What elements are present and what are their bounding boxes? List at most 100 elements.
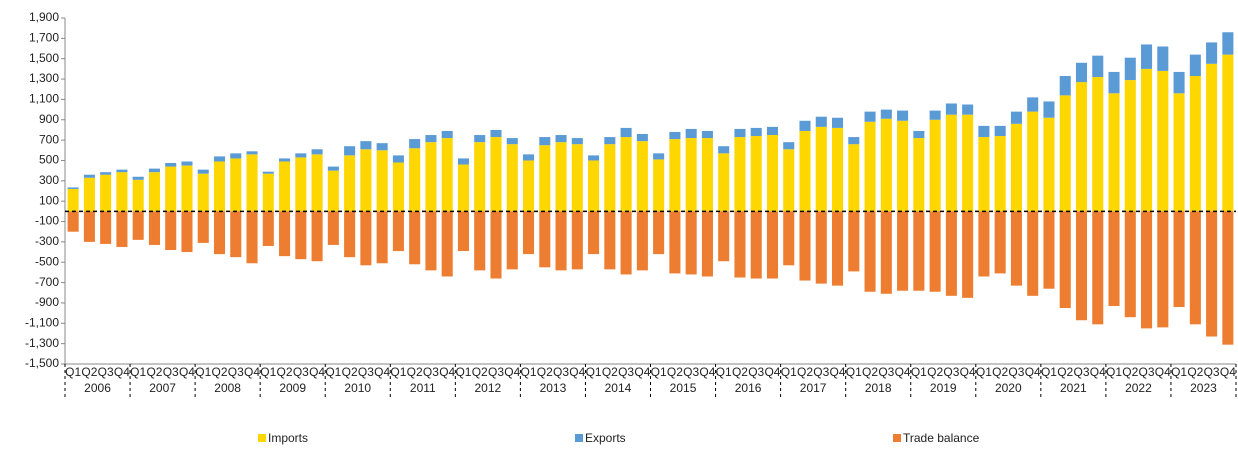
bar [327, 166, 339, 171]
bar [506, 144, 518, 212]
x-tick-label: Q4 [309, 365, 325, 379]
bar [718, 211, 730, 262]
x-tick-label: Q3 [553, 365, 569, 379]
x-tick-label: Q1 [781, 365, 797, 379]
x-tick-label: Q4 [1155, 365, 1171, 379]
x-tick-label: Q1 [521, 365, 537, 379]
bar [100, 174, 112, 212]
bar [490, 137, 502, 212]
bar [441, 138, 453, 212]
bar [994, 136, 1006, 212]
bar [246, 151, 258, 155]
bar [929, 119, 941, 212]
bar [1043, 211, 1055, 289]
y-tick-label: -1,300 [25, 336, 59, 350]
bar [1206, 42, 1218, 64]
bar [734, 137, 746, 212]
x-tick-label: Q2 [862, 365, 878, 379]
bar [1141, 44, 1153, 69]
bar [197, 211, 209, 243]
bar [230, 211, 242, 258]
year-label: 2014 [605, 381, 632, 395]
bar [1059, 95, 1071, 212]
bar [571, 211, 583, 270]
bar [230, 158, 242, 212]
bar [116, 211, 128, 247]
bar [604, 137, 616, 145]
x-tick-label: Q3 [813, 365, 829, 379]
bar [213, 211, 226, 255]
bar [880, 211, 892, 294]
legend-label: Imports [268, 431, 308, 445]
y-tick-label: -700 [35, 275, 59, 289]
x-tick-label: Q4 [374, 365, 390, 379]
bar [1010, 123, 1022, 212]
year-label: 2007 [149, 381, 176, 395]
x-tick-label: Q2 [407, 365, 423, 379]
x-tick-label: Q1 [390, 365, 406, 379]
bar [945, 103, 957, 115]
year-label: 2016 [735, 381, 762, 395]
bar [262, 173, 274, 212]
bar [750, 136, 762, 212]
bar [181, 161, 193, 166]
bar [588, 155, 600, 161]
bar [344, 155, 356, 212]
y-tick-label: 700 [39, 132, 59, 146]
year-label: 2013 [540, 381, 567, 395]
bar [213, 161, 226, 212]
bar [376, 150, 388, 212]
bar [750, 127, 762, 137]
bar [832, 117, 844, 128]
bar [425, 135, 437, 143]
bar [132, 211, 144, 240]
bar [409, 148, 421, 212]
bar [197, 173, 209, 212]
bar [555, 142, 567, 212]
bar [311, 211, 323, 262]
bar [392, 155, 404, 163]
bar [474, 135, 486, 143]
bar [165, 166, 177, 212]
bar [474, 211, 486, 271]
bar [897, 211, 909, 291]
bar [1206, 63, 1218, 212]
bar [1092, 55, 1104, 78]
y-tick-label: -1,500 [25, 356, 59, 370]
bar [783, 211, 795, 266]
bar [409, 211, 421, 265]
bar [181, 211, 193, 253]
x-tick-label: Q2 [537, 365, 553, 379]
x-tick-label: Q3 [423, 365, 439, 379]
bar [344, 211, 356, 258]
bar [1157, 46, 1169, 71]
year-label: 2022 [1125, 381, 1152, 395]
bar [1027, 211, 1039, 296]
x-tick-label: Q1 [195, 365, 211, 379]
year-label: 2019 [930, 381, 957, 395]
bar [1075, 211, 1088, 321]
bar [246, 211, 258, 264]
year-label: 2010 [344, 381, 371, 395]
x-tick-label: Q3 [358, 365, 374, 379]
x-tick-label: Q1 [976, 365, 992, 379]
bar [197, 169, 209, 174]
bar [1206, 211, 1218, 337]
bar [246, 154, 258, 212]
bar [555, 211, 567, 271]
bar [441, 211, 453, 277]
x-tick-label: Q3 [748, 365, 764, 379]
y-tick-label: -500 [35, 254, 59, 268]
bar [1189, 211, 1201, 325]
bar [165, 163, 177, 167]
bar [636, 134, 648, 142]
y-tick-label: 1,300 [29, 71, 59, 85]
bar [1059, 211, 1071, 309]
x-tick-label: Q2 [81, 365, 97, 379]
bar [766, 211, 779, 279]
bar [604, 144, 616, 212]
bar [1108, 93, 1120, 212]
bar [295, 153, 307, 158]
bar [67, 211, 79, 232]
legend-swatch [575, 434, 583, 442]
